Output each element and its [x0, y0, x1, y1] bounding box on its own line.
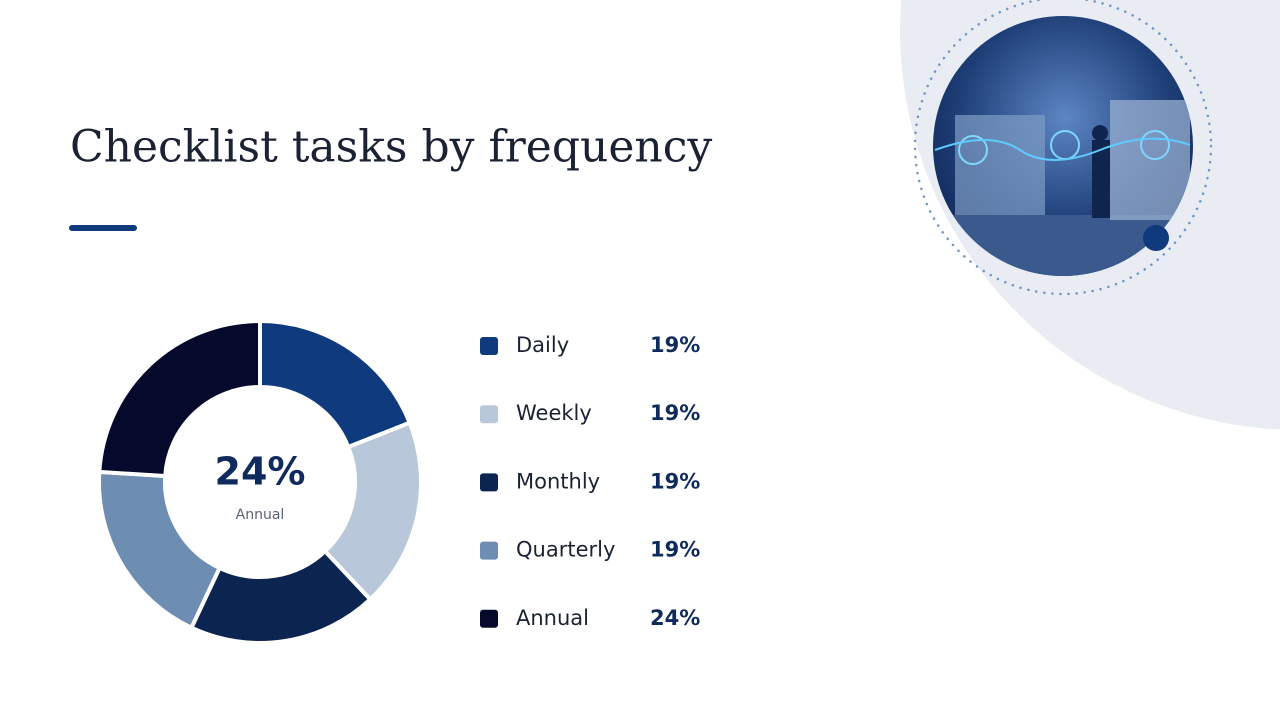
legend-swatch — [480, 541, 498, 560]
legend-value: 19% — [650, 538, 700, 562]
title: Checklist tasks by frequency — [70, 122, 712, 173]
slice — [188, 548, 374, 645]
slice — [322, 420, 423, 603]
legend-swatch — [480, 405, 498, 424]
legend-value: 19% — [650, 333, 700, 357]
slice — [97, 469, 223, 631]
legend-swatch — [480, 473, 498, 492]
title-underline — [69, 225, 137, 231]
slice — [97, 318, 262, 479]
legend-swatch — [480, 609, 498, 628]
dotted-ring — [913, 0, 1213, 296]
center-value: 24% — [215, 450, 306, 494]
legend-label: Annual — [516, 606, 589, 630]
accent-dot — [1143, 225, 1169, 251]
donut — [97, 318, 423, 645]
legend-value: 19% — [650, 401, 700, 425]
legend-label: Weekly — [516, 401, 592, 425]
legend-value: 19% — [650, 469, 700, 493]
center-label: Annual — [236, 507, 285, 523]
legend: Daily 19% Weekly 19% Monthly 19% Quarterly 19% A… — [480, 333, 700, 630]
legend-swatch — [480, 337, 498, 355]
legend-value: 24% — [650, 606, 700, 630]
legend-label: Quarterly — [516, 538, 615, 562]
slice — [258, 318, 413, 450]
legend-label: Daily — [516, 333, 569, 357]
legend-label: Monthly — [516, 469, 600, 493]
